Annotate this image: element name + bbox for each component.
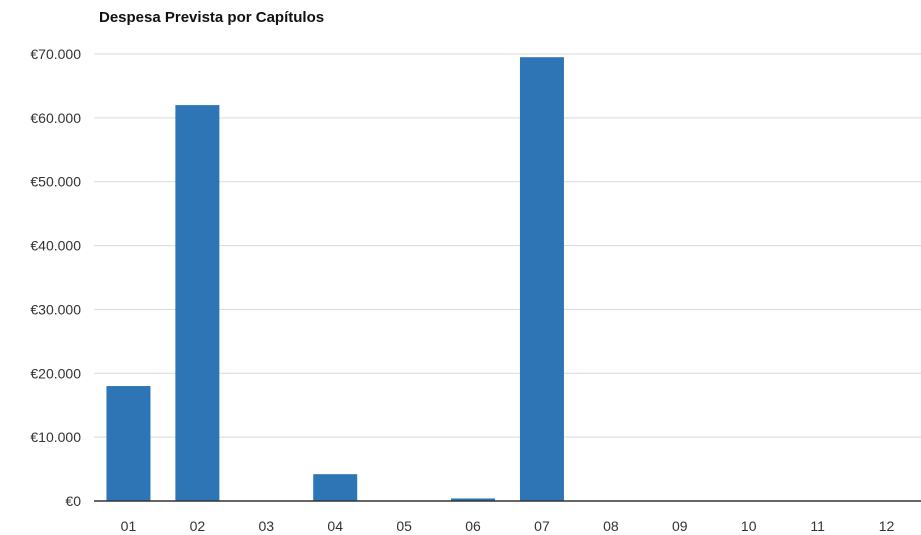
y-tick-label: €0: [65, 493, 81, 509]
x-tick-label: 06: [465, 518, 481, 534]
x-tick-label: 09: [672, 518, 688, 534]
bar-02: [175, 105, 220, 501]
y-tick-label: €30.000: [30, 301, 81, 317]
chart-title: Despesa Prevista por Capítulos: [99, 9, 325, 26]
bar-07: [519, 57, 564, 501]
x-tick-label: 10: [741, 518, 757, 534]
x-tick-label: 08: [603, 518, 619, 534]
bar-06: [451, 498, 496, 501]
y-tick-label: €40.000: [30, 238, 81, 254]
x-tick-label: 03: [259, 518, 275, 534]
y-tick-label: €20.000: [30, 365, 81, 381]
x-tick-label: 05: [396, 518, 412, 534]
bar-01: [106, 386, 151, 501]
gridlines: [94, 53, 921, 438]
x-tick-label: 02: [190, 518, 206, 534]
bars: [106, 57, 564, 501]
tick-labels: €0 €10.000 €20.000 €30.000 €40.000 €50.000 €60…: [30, 46, 894, 534]
x-tick-label: 11: [810, 518, 825, 534]
x-tick-label: 01: [121, 518, 137, 534]
bar-04: [313, 474, 358, 501]
x-tick-label: 12: [879, 518, 895, 534]
y-tick-label: €10.000: [30, 429, 81, 445]
y-tick-label: €50.000: [30, 174, 81, 190]
x-tick-label: 04: [327, 518, 343, 534]
y-tick-label: €70.000: [30, 46, 81, 62]
y-tick-label: €60.000: [30, 110, 81, 126]
x-tick-label: 07: [534, 518, 550, 534]
